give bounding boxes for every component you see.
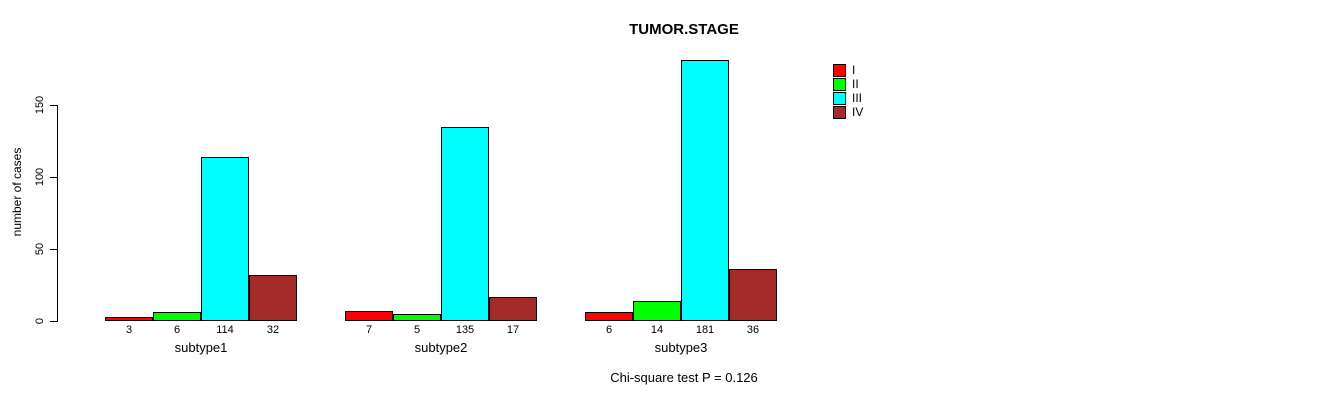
bar-value-label: 36: [746, 324, 760, 336]
bar-value-label: 14: [650, 324, 664, 336]
bar-value-label: 181: [695, 324, 715, 336]
chart-title: TUMOR.STAGE: [629, 21, 739, 38]
bar-value-label: 32: [266, 324, 280, 336]
bar-value-label: 135: [455, 324, 475, 336]
y-axis-line: [57, 105, 58, 322]
bar-subtype3-IV: [729, 269, 777, 321]
group-label-subtype2: subtype2: [414, 340, 468, 355]
bar-subtype1-III: [201, 157, 249, 321]
y-axis-label: number of cases: [10, 147, 24, 237]
bar-value-label: 5: [413, 324, 421, 336]
legend-swatch-II: [833, 78, 846, 91]
bar-value-label: 6: [605, 324, 613, 336]
bar-value-label: 7: [365, 324, 373, 336]
bar-subtype1-IV: [249, 275, 297, 321]
legend-label-II: II: [852, 77, 859, 91]
legend-label-IV: IV: [852, 105, 864, 119]
bar-subtype3-III: [681, 60, 729, 321]
legend-label-III: III: [852, 91, 863, 105]
bar-subtype1-II: [153, 312, 201, 321]
bar-value-label: 6: [173, 324, 181, 336]
y-tick: [50, 105, 57, 106]
bar-subtype2-III: [441, 127, 489, 321]
bar-subtype3-II: [633, 301, 681, 321]
bar-subtype2-I: [345, 311, 393, 321]
bar-value-label: 114: [216, 324, 234, 336]
legend-item-III: III: [833, 92, 863, 105]
legend-item-II: II: [833, 78, 863, 91]
y-tick-label: 0: [34, 317, 46, 325]
y-tick: [50, 249, 57, 250]
bar-value-label: 3: [125, 324, 133, 336]
bar-subtype3-I: [585, 312, 633, 321]
legend-item-IV: IV: [833, 106, 863, 119]
y-tick-label: 150: [34, 95, 46, 115]
legend-swatch-IV: [833, 106, 846, 119]
legend-label-I: I: [852, 63, 856, 77]
group-label-subtype1: subtype1: [174, 340, 228, 355]
legend: I II III IV: [833, 64, 863, 120]
legend-swatch-III: [833, 92, 846, 105]
legend-swatch-I: [833, 64, 846, 77]
bar-subtype1-I: [105, 317, 153, 321]
bar-value-label: 17: [506, 324, 520, 336]
bar-subtype2-IV: [489, 297, 537, 321]
y-tick-label: 50: [34, 242, 46, 256]
chi-square-annotation: Chi-square test P = 0.126: [610, 370, 758, 385]
y-tick: [50, 321, 57, 322]
y-tick: [50, 177, 57, 178]
legend-item-I: I: [833, 64, 863, 77]
y-tick-label: 100: [34, 167, 46, 187]
group-label-subtype3: subtype3: [654, 340, 708, 355]
bar-subtype2-II: [393, 314, 441, 321]
